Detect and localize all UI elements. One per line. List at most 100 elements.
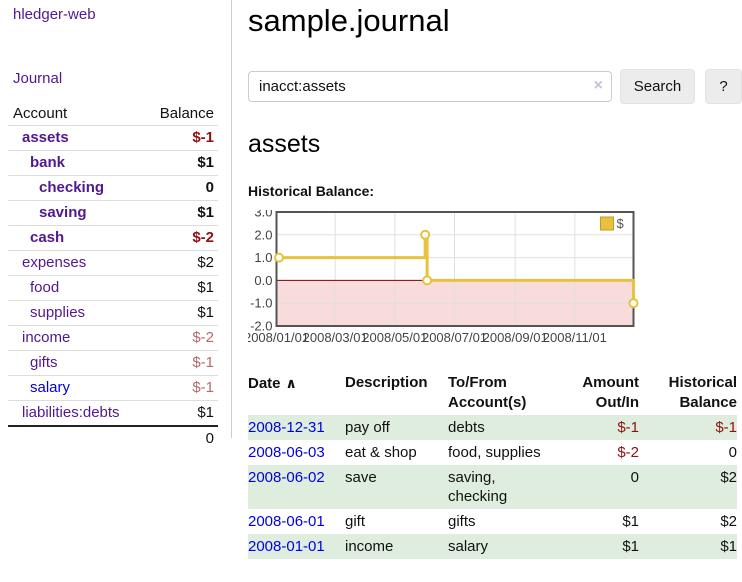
chart-x-tick-label: 2008/07/01 <box>422 330 487 345</box>
accounts-total-value: 0 <box>205 430 214 447</box>
account-balance: $1 <box>197 404 214 421</box>
account-row: gifts $-1 <box>8 350 218 376</box>
account-row: salary $-1 <box>8 375 218 401</box>
register-row: 2008-12-31 pay off debts $-1 $-1 <box>248 415 737 440</box>
account-balance: $1 <box>197 304 214 321</box>
register-row: 2008-06-02 save saving, checking 0 $2 <box>248 465 737 509</box>
help-button[interactable]: ? <box>705 69 742 104</box>
register-description: save <box>345 469 377 486</box>
account-link[interactable]: assets <box>22 129 69 146</box>
chart-y-tick-label: 2.0 <box>254 227 272 242</box>
chart-title: Historical Balance: <box>248 183 375 199</box>
register-balance: $1 <box>720 538 737 555</box>
account-balance: $-1 <box>192 129 214 146</box>
register-date-link[interactable]: 2008-06-01 <box>248 513 325 530</box>
chart-y-tick-label: 3.0 <box>254 210 272 220</box>
app-title-link[interactable]: hledger-web <box>13 6 96 23</box>
chart-border <box>275 211 635 327</box>
register-balance: $2 <box>720 469 737 486</box>
register-row: 2008-06-01 gift gifts $1 $2 <box>248 509 737 534</box>
account-row: assets $-1 <box>8 125 218 151</box>
register-date-link[interactable]: 2008-06-02 <box>248 469 325 486</box>
account-balance: $1 <box>197 154 214 171</box>
register-amount: $-2 <box>617 444 639 461</box>
historical-balance-chart[interactable]: $3.0 2.0 1.0 0.0 -1.0 -2.0 2008/01/01 2008/03/0… <box>244 205 640 350</box>
register-row: 2008-06-03 eat & shop food, supplies $-2 0 <box>248 440 737 465</box>
account-balance: $2 <box>197 254 214 271</box>
account-link[interactable]: income <box>22 329 71 346</box>
chart-y-tick-label: -1.0 <box>250 296 272 311</box>
chart-point[interactable] <box>420 229 431 240</box>
accounts-header-account: Account <box>13 105 68 122</box>
account-balance: $-2 <box>192 229 214 246</box>
account-link[interactable]: gifts <box>30 354 58 371</box>
account-row: food $1 <box>8 275 218 301</box>
account-row: liabilities:debts $1 <box>8 400 218 427</box>
account-link[interactable]: liabilities:debts <box>22 404 120 421</box>
account-link[interactable]: checking <box>39 179 105 196</box>
register-description: gift <box>345 513 366 530</box>
register-accounts: food, supplies <box>448 444 541 461</box>
account-link[interactable]: supplies <box>30 304 86 321</box>
account-link[interactable]: expenses <box>22 254 87 271</box>
register-date-link[interactable]: 2008-01-01 <box>248 538 325 555</box>
accounts-header-balance: Balance <box>159 105 214 122</box>
register-header[interactable]: Historical Balance <box>668 374 737 411</box>
chart-x-tick-label: 2008/01/01 <box>248 330 309 345</box>
register-description: pay off <box>345 419 390 436</box>
main-content: sample.journal × Search ? assets Histori… <box>244 0 742 559</box>
clear-search-icon[interactable]: × <box>593 77 603 94</box>
chart-point[interactable] <box>274 252 284 263</box>
account-link[interactable]: saving <box>39 204 87 221</box>
account-row: supplies $1 <box>8 300 218 326</box>
register-accounts: salary <box>448 538 489 555</box>
account-link[interactable]: bank <box>30 154 66 171</box>
register-accounts: saving, checking <box>448 469 508 505</box>
register-accounts: debts <box>448 419 485 436</box>
account-balance: $1 <box>197 279 214 296</box>
register-amount: $-1 <box>617 419 639 436</box>
chart-legend-swatch <box>600 216 614 231</box>
account-link[interactable]: food <box>30 279 60 296</box>
chart-point[interactable] <box>422 275 433 286</box>
register-amount: $1 <box>622 538 639 555</box>
register-header[interactable]: Date ∧ <box>248 375 297 392</box>
register-header[interactable]: To/From Account(s) <box>448 374 527 411</box>
account-link[interactable]: cash <box>30 229 65 246</box>
register-date-link[interactable]: 2008-06-03 <box>248 444 325 461</box>
page-title: sample.journal <box>248 3 450 38</box>
search-button[interactable]: Search <box>620 69 695 104</box>
register-row: 2008-01-01 income salary $1 $1 <box>248 534 737 559</box>
register-description: income <box>345 538 394 555</box>
register-amount: $1 <box>622 513 639 530</box>
register-description: eat & shop <box>345 444 417 461</box>
account-row: saving $1 <box>8 200 218 226</box>
search-form: × Search ? <box>248 69 742 104</box>
register-accounts: gifts <box>448 513 476 530</box>
search-input[interactable] <box>248 71 612 102</box>
register-header[interactable]: Amount Out/In <box>582 374 639 411</box>
chart-y-tick-label: -2.0 <box>250 319 272 334</box>
account-link[interactable]: salary <box>30 379 71 396</box>
chart-canvas[interactable]: $3.0 2.0 1.0 0.0 -1.0 -2.02008/01/012008/03/0… <box>244 205 640 350</box>
chart-y-tick-label: 1.0 <box>254 250 272 265</box>
sort-asc-icon: ∧ <box>285 375 297 391</box>
account-balance: $-1 <box>192 379 214 396</box>
chart-x-tick-label: 2008/03/01 <box>303 330 368 345</box>
account-row: expenses $2 <box>8 250 218 276</box>
register-balance: $2 <box>720 513 737 530</box>
register-date-link[interactable]: 2008-12-31 <box>248 419 325 436</box>
account-balance: $1 <box>197 204 214 221</box>
account-row: checking 0 <box>8 175 218 201</box>
sidebar-item-journal[interactable]: Journal <box>13 70 63 87</box>
chart-legend-label: $ <box>617 216 625 231</box>
chart-x-tick-label: 2008/09/01 <box>483 330 548 345</box>
register-amount: 0 <box>630 469 639 486</box>
account-balance: $-2 <box>192 329 214 346</box>
accounts-table: Account Balance assets $-1 bank $1 checking 0… <box>8 102 218 451</box>
chart-point[interactable] <box>628 298 639 309</box>
register-table: Date ∧ Description To/From Account(s) Amount… <box>248 371 737 559</box>
chart-y-tick-label: 0.0 <box>254 273 272 288</box>
register-header[interactable]: Description <box>345 374 428 391</box>
account-heading: assets <box>248 130 321 158</box>
